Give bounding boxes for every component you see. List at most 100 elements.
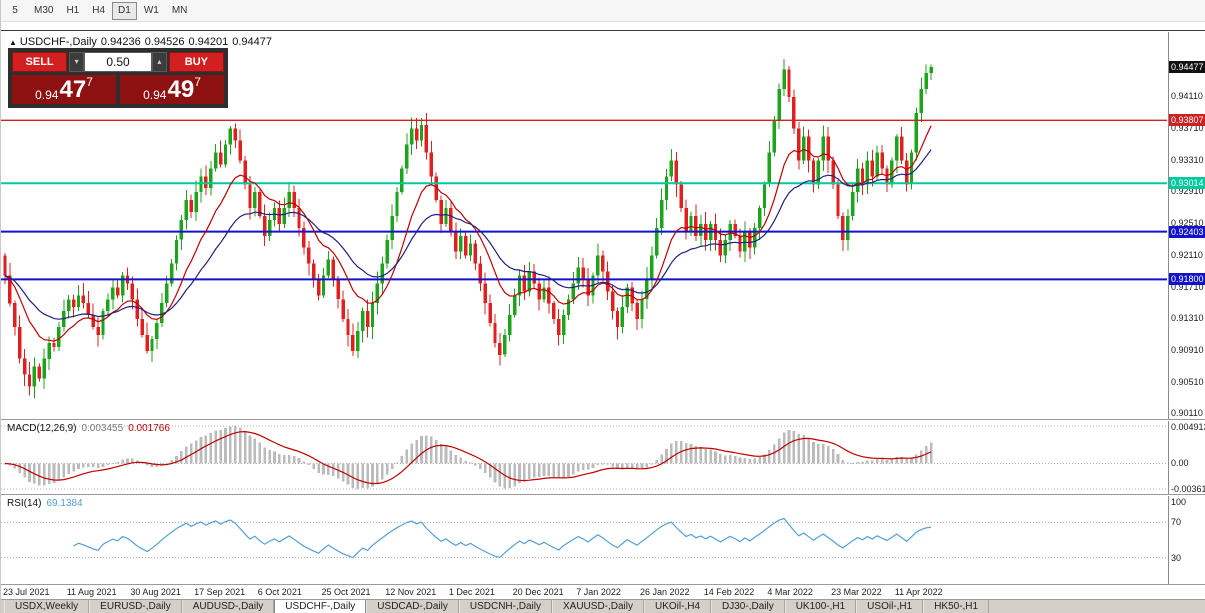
- date-label: 26 Jan 2022: [640, 587, 690, 597]
- candle-body: [454, 231, 458, 252]
- macd-histogram-bar: [532, 463, 536, 478]
- macd-histogram-bar: [807, 437, 810, 464]
- tab-usdx-weekly[interactable]: USDX,Weekly: [4, 600, 90, 613]
- volume-input[interactable]: [84, 52, 152, 72]
- macd-histogram-bar: [126, 458, 129, 464]
- timeframe-h4[interactable]: H4: [86, 2, 111, 20]
- macd-histogram-bar: [763, 454, 766, 464]
- macd-histogram-bar: [121, 459, 124, 464]
- price-axis[interactable]: 0.94110 0.93710 0.93310 0.92910 0.92510 0.921…: [1168, 32, 1205, 419]
- candle-body: [655, 227, 659, 256]
- level-price-box: 0.93807: [1169, 114, 1205, 126]
- rsi-value: 69.1384: [46, 498, 83, 509]
- candle-body: [581, 267, 585, 280]
- candle-body: [699, 223, 703, 236]
- candle-body: [895, 136, 899, 161]
- candle-body: [336, 279, 340, 300]
- macd-histogram-bar: [459, 457, 462, 464]
- tab-ukoil-h4[interactable]: UKOil-,H4: [644, 600, 712, 613]
- macd-histogram-bar: [410, 443, 413, 464]
- macd-name: MACD(12,26,9): [7, 423, 77, 434]
- price-tick-label: 0.94110: [1171, 91, 1203, 101]
- timeframe-w1[interactable]: W1: [138, 2, 165, 20]
- tab-hk50-h1[interactable]: HK50-,H1: [923, 600, 990, 613]
- candle-body: [174, 239, 179, 264]
- macd-histogram-bar: [552, 463, 556, 477]
- macd-histogram-bar: [777, 438, 781, 464]
- macd-histogram-bar: [817, 443, 820, 464]
- tab-usdchf-daily[interactable]: USDCHF-,Daily: [274, 600, 367, 613]
- tab-uk100-h1[interactable]: UK100-,H1: [784, 600, 857, 613]
- tab-usdcad-daily[interactable]: USDCAD-,Daily: [366, 600, 459, 613]
- candle-body: [723, 239, 727, 256]
- rsi-axis-label: 30: [1171, 553, 1182, 563]
- candle-body: [772, 120, 776, 153]
- candle-body: [194, 192, 198, 212]
- candle-body: [851, 192, 855, 216]
- rsi-line: [73, 517, 932, 559]
- rsi-panel: RSI(14) 69.1384 100 70 30: [1, 494, 1205, 584]
- candle-body: [659, 200, 664, 228]
- tab-dj30-daily[interactable]: DJ30-,Daily: [711, 600, 785, 613]
- candle-body: [13, 303, 17, 327]
- candle-body: [199, 176, 203, 193]
- price-chart-canvas[interactable]: [1, 32, 1167, 419]
- tab-usoil-h1[interactable]: USOil-,H1: [856, 600, 924, 613]
- candle-body: [365, 311, 370, 327]
- tab-audusd-daily[interactable]: AUDUSD-,Daily: [181, 600, 275, 613]
- timeframe-5[interactable]: 5: [3, 2, 27, 20]
- buy-button[interactable]: BUY: [168, 52, 224, 72]
- time-axis[interactable]: 23 Jul 2021 11 Aug 2021 30 Aug 2021 17 Sep …: [1, 584, 1205, 599]
- candle-body: [929, 67, 933, 74]
- macd-histogram-bar: [753, 458, 756, 464]
- macd-histogram-bar: [920, 450, 923, 464]
- timeframe-mn[interactable]: MN: [166, 2, 194, 20]
- candle-body: [733, 223, 737, 236]
- date-label: 11 Aug 2021: [66, 587, 117, 597]
- macd-histogram-bar: [106, 463, 110, 466]
- tab-usdcnh-daily[interactable]: USDCNH-,Daily: [458, 600, 552, 613]
- candle-body: [777, 89, 781, 121]
- macd-histogram-bar: [430, 436, 433, 464]
- macd-histogram-bar: [243, 430, 247, 464]
- macd-canvas[interactable]: [1, 421, 1167, 494]
- candle-body: [557, 319, 561, 335]
- candle-body: [532, 271, 536, 284]
- macd-histogram-bar: [28, 463, 31, 482]
- macd-histogram-bar: [62, 463, 66, 478]
- volume-decrease-button[interactable]: ▾: [69, 52, 84, 72]
- rsi-title: RSI(14) 69.1384: [7, 498, 83, 509]
- macd-histogram-bar: [635, 463, 639, 470]
- collapse-icon[interactable]: ▲: [9, 38, 17, 47]
- rsi-canvas[interactable]: [1, 496, 1167, 584]
- macd-histogram-bar: [332, 463, 335, 477]
- tab-eurusd-daily[interactable]: EURUSD-,Daily: [89, 600, 182, 613]
- candle-body: [400, 168, 404, 193]
- timeframe-m30[interactable]: M30: [28, 2, 59, 20]
- macd-histogram-bar: [454, 454, 458, 464]
- candle-body: [258, 192, 262, 216]
- volume-increase-button[interactable]: ▴: [152, 52, 167, 72]
- candle-body: [414, 128, 419, 141]
- timeframe-h1[interactable]: H1: [60, 2, 85, 20]
- candle-body: [919, 89, 923, 113]
- tab-xauusd-daily[interactable]: XAUUSD-,Daily: [551, 600, 644, 613]
- candle-body: [76, 295, 81, 308]
- price-tick-label: 0.92110: [1171, 250, 1203, 260]
- candle-body: [316, 279, 321, 296]
- candle-body: [664, 176, 669, 201]
- macd-chart: [1, 425, 1167, 490]
- candle-body: [508, 315, 512, 335]
- macd-histogram-bar: [42, 463, 46, 486]
- candle-body: [22, 358, 27, 375]
- macd-histogram-bar: [248, 435, 252, 464]
- timeframe-d1[interactable]: D1: [112, 1, 137, 20]
- macd-histogram-bar: [650, 463, 654, 465]
- macd-histogram-bar: [131, 458, 134, 464]
- candle-body: [380, 263, 384, 284]
- candle-body: [57, 327, 61, 347]
- sell-button[interactable]: SELL: [12, 52, 68, 72]
- candle-body: [71, 299, 76, 308]
- rsi-axis: 100 70 30: [1168, 496, 1205, 584]
- macd-histogram-bar: [72, 463, 75, 472]
